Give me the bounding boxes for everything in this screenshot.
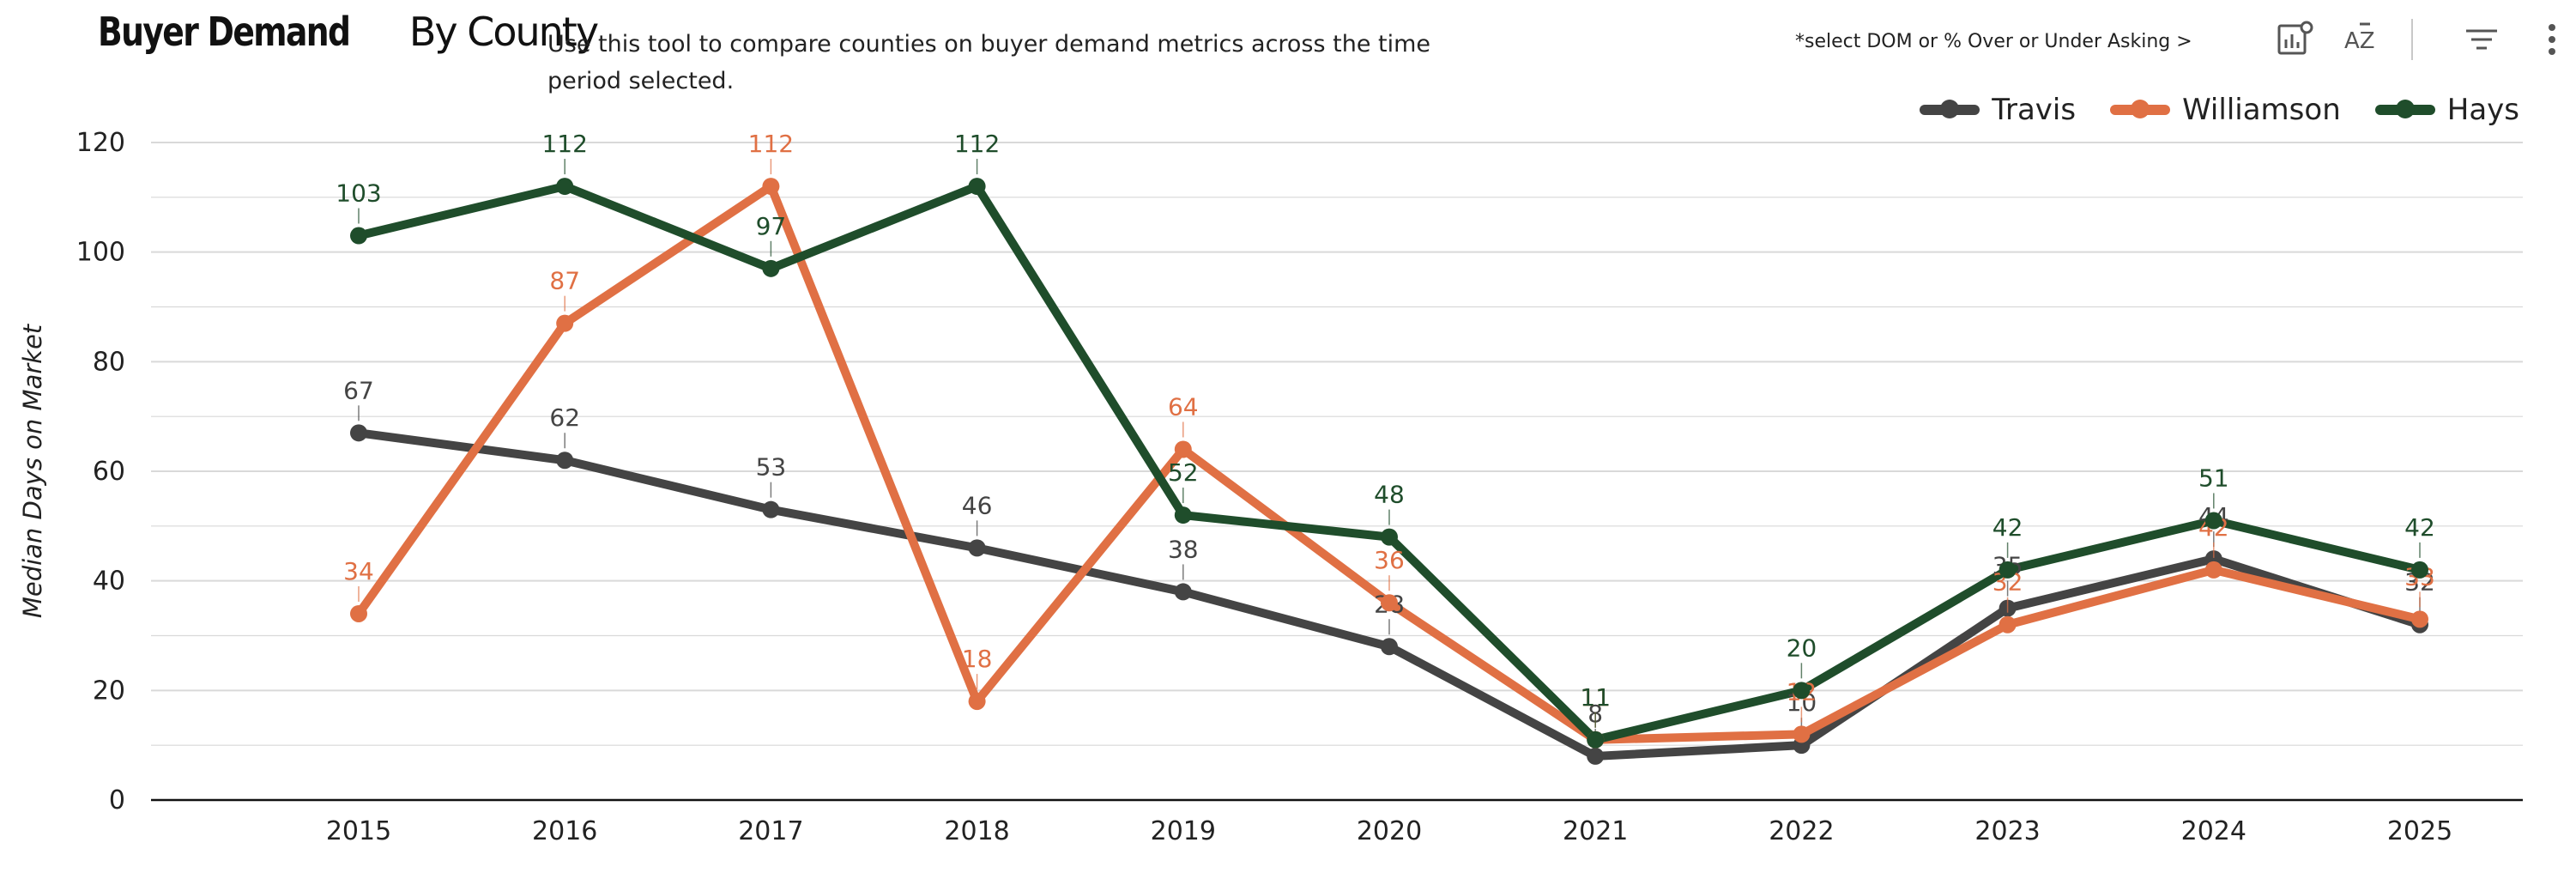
- y-tick-label: 120: [76, 128, 125, 158]
- data-label-hays: 112: [541, 130, 587, 158]
- data-point-williamson: [1381, 594, 1398, 612]
- title-rest: By County: [408, 9, 599, 55]
- data-point-hays: [762, 259, 780, 277]
- data-point-hays: [1174, 506, 1192, 524]
- data-point-williamson: [968, 693, 986, 711]
- x-tick-label: 2024: [2181, 816, 2246, 846]
- data-label-travis: 53: [756, 453, 787, 482]
- data-label-hays: 103: [336, 179, 381, 208]
- chart-legend: Travis Williamson Hays: [1920, 93, 2519, 127]
- data-point-hays: [2411, 561, 2428, 579]
- data-label-williamson: 36: [1374, 546, 1405, 574]
- y-tick-label: 60: [93, 457, 125, 487]
- x-tick-label: 2023: [1974, 816, 2040, 846]
- filter-icon[interactable]: [2461, 19, 2502, 60]
- data-label-hays: 20: [1787, 633, 1817, 662]
- data-label-hays: 42: [2404, 513, 2435, 542]
- data-point-hays: [1999, 561, 2017, 579]
- more-options-icon[interactable]: [2531, 19, 2573, 60]
- legend-label-williamson: Williamson: [2182, 93, 2341, 127]
- data-point-hays: [1587, 730, 1605, 749]
- data-point-hays: [2204, 512, 2222, 530]
- y-tick-label: 80: [93, 347, 125, 377]
- legend-swatch-travis: [1920, 100, 1980, 118]
- data-label-travis: 67: [343, 376, 374, 404]
- data-point-travis: [968, 539, 986, 557]
- x-tick-label: 2022: [1769, 816, 1834, 846]
- data-point-williamson: [1793, 725, 1811, 743]
- data-label-williamson: 11: [1580, 683, 1611, 712]
- legend-swatch-williamson: [2110, 100, 2171, 118]
- data-point-travis: [1587, 747, 1605, 765]
- series-line-hays: [354, 182, 2424, 744]
- x-tick-label: 2015: [326, 816, 391, 846]
- data-point-williamson: [2204, 561, 2222, 579]
- data-point-williamson: [556, 314, 574, 332]
- data-label-travis: 62: [549, 403, 580, 432]
- x-tick-label: 2017: [738, 816, 803, 846]
- data-label-hays: 52: [1168, 458, 1199, 487]
- y-tick-label: 100: [76, 238, 125, 268]
- data-label-travis: 38: [1168, 535, 1199, 563]
- metric-select-hint[interactable]: *select DOM or % Over or Under Asking >: [1795, 31, 2192, 52]
- data-point-hays: [1793, 682, 1811, 700]
- x-tick-label: 2018: [944, 816, 1009, 846]
- legend-item-williamson[interactable]: Williamson: [2110, 93, 2341, 127]
- description-text: Use this tool to compare counties on buy…: [547, 31, 1431, 94]
- data-label-hays: 97: [756, 212, 787, 240]
- legend-item-hays[interactable]: Hays: [2374, 93, 2519, 127]
- legend-label-hays: Hays: [2446, 93, 2519, 127]
- data-point-travis: [1174, 583, 1192, 601]
- data-label-hays: 42: [1992, 513, 2023, 542]
- data-point-travis: [1381, 638, 1398, 656]
- data-point-williamson: [350, 604, 367, 622]
- toolbar-divider: [2411, 19, 2413, 60]
- data-point-hays: [556, 178, 574, 196]
- data-point-williamson: [1999, 615, 2017, 633]
- data-label-williamson: 112: [748, 130, 794, 158]
- series-line-williamson: [354, 182, 2424, 744]
- data-point-williamson: [2411, 610, 2428, 628]
- data-label-hays: 112: [954, 130, 1000, 158]
- y-tick-label: 0: [109, 785, 125, 815]
- data-point-hays: [968, 178, 986, 196]
- title-bold: Buyer Demand: [98, 9, 351, 55]
- chart-settings-icon[interactable]: [2274, 19, 2315, 60]
- sort-az-icon[interactable]: AZ: [2341, 19, 2382, 60]
- legend-item-travis[interactable]: Travis: [1920, 93, 2076, 127]
- data-point-hays: [1381, 528, 1398, 546]
- data-point-williamson: [762, 178, 780, 196]
- data-point-travis: [350, 424, 367, 442]
- data-point-travis: [762, 500, 780, 518]
- page-title: Buyer Demand By County: [98, 9, 599, 55]
- data-point-travis: [556, 452, 574, 470]
- data-label-hays: 51: [2198, 464, 2229, 492]
- y-tick-label: 20: [93, 676, 125, 706]
- x-tick-label: 2016: [532, 816, 597, 846]
- y-tick-label: 40: [93, 567, 125, 597]
- data-label-hays: 48: [1374, 481, 1405, 509]
- x-tick-label: 2019: [1151, 816, 1216, 846]
- x-tick-label: 2025: [2387, 816, 2452, 846]
- data-point-hays: [350, 227, 367, 245]
- data-label-williamson: 34: [343, 557, 374, 585]
- data-label-williamson: 87: [549, 267, 580, 295]
- sort-az-label: AZ: [2344, 28, 2375, 54]
- data-label-williamson: 18: [962, 645, 993, 673]
- data-label-hays: 11: [1580, 683, 1611, 712]
- y-axis-title: Median Days on Market: [18, 323, 47, 618]
- data-point-williamson: [1174, 440, 1192, 458]
- data-label-travis: 46: [962, 491, 993, 519]
- legend-label-travis: Travis: [1992, 93, 2077, 127]
- x-tick-label: 2020: [1357, 816, 1422, 846]
- data-label-williamson: 64: [1168, 392, 1199, 421]
- x-tick-label: 2021: [1563, 816, 1628, 846]
- legend-swatch-hays: [2374, 100, 2435, 118]
